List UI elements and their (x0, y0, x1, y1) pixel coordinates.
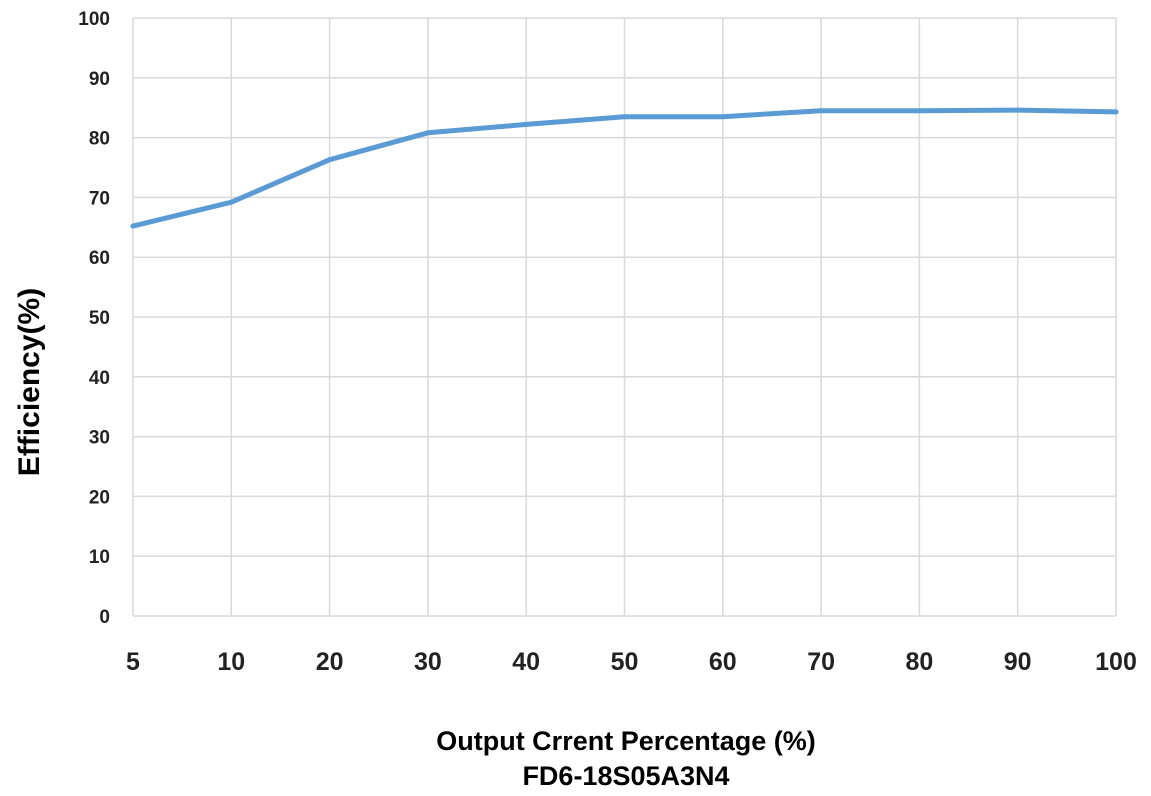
x-tick-label: 90 (1004, 648, 1032, 676)
y-tick-label: 30 (89, 428, 110, 449)
y-tick-label: 100 (78, 9, 110, 30)
data-point (523, 121, 529, 127)
grid (132, 17, 1117, 617)
series-group (130, 107, 1119, 229)
y-tick-labels: 0 10 20 30 40 50 60 70 80 90 100 (78, 9, 110, 628)
y-tick-label: 10 (89, 547, 110, 568)
x-tick-label: 40 (512, 648, 540, 676)
x-tick-label: 60 (709, 648, 737, 676)
data-point (130, 223, 136, 229)
y-tick-label: 80 (89, 129, 110, 150)
x-tick-label: 20 (316, 648, 344, 676)
x-tick-label: 30 (414, 648, 442, 676)
data-point (425, 130, 431, 136)
y-axis-label: Efficiency(%) (13, 288, 46, 476)
data-point (1113, 109, 1119, 115)
y-tick-label: 0 (99, 607, 110, 628)
y-tick-label: 50 (89, 308, 110, 329)
chart-title: FD6-18S05A3N4 (522, 761, 729, 791)
y-tick-label: 20 (89, 487, 110, 508)
data-point (228, 199, 234, 205)
x-tick-label: 50 (611, 648, 639, 676)
x-tick-label: 10 (217, 648, 245, 676)
data-point (1015, 107, 1021, 113)
y-tick-label: 60 (89, 248, 110, 269)
data-point (622, 114, 627, 120)
x-tick-label: 80 (905, 648, 933, 676)
x-tick-labels: 5 10 20 30 40 50 60 70 80 90 100 (126, 648, 1137, 676)
y-tick-label: 40 (89, 368, 110, 389)
x-tick-label: 70 (807, 648, 835, 676)
x-axis-label: Output Crrent Percentage (%) (436, 726, 816, 756)
data-point (916, 108, 922, 114)
data-point (720, 114, 726, 120)
y-tick-label: 90 (89, 69, 110, 90)
x-tick-label: 100 (1095, 648, 1137, 676)
data-point (327, 157, 333, 163)
y-tick-label: 70 (89, 188, 110, 209)
x-tick-label: 5 (126, 648, 140, 676)
data-point (818, 108, 824, 114)
